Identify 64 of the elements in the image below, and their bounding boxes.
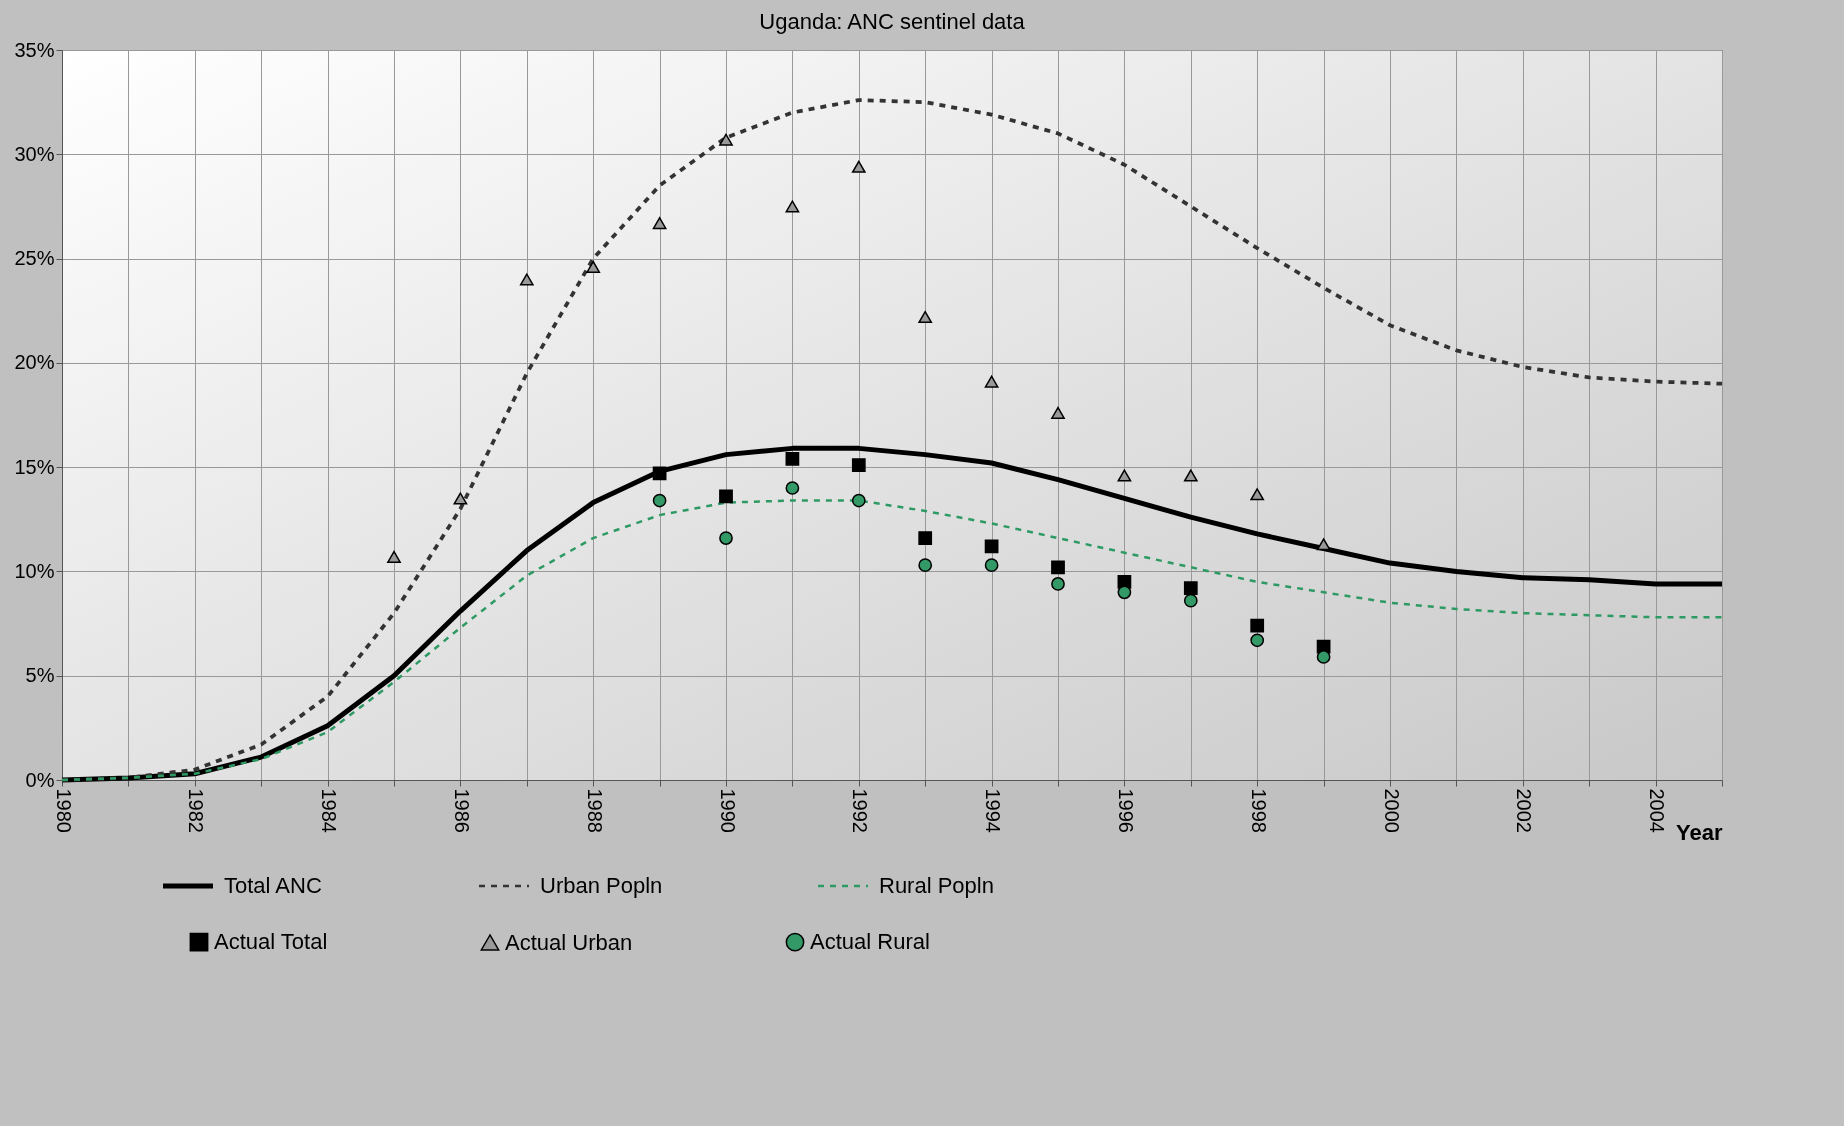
point	[586, 260, 601, 273]
x-tick-label: 1996	[1114, 788, 1137, 833]
point	[1183, 581, 1198, 595]
x-tick-label: 2004	[1646, 788, 1669, 833]
point	[1183, 593, 1198, 608]
point	[652, 217, 667, 230]
point	[1183, 469, 1198, 482]
point	[785, 481, 800, 495]
point	[984, 375, 999, 388]
point	[1051, 577, 1065, 591]
point	[1051, 560, 1065, 575]
point	[785, 200, 800, 213]
x-tick-label: 1998	[1247, 788, 1270, 833]
point	[719, 531, 733, 545]
point	[918, 558, 933, 573]
x-tick-label: 2000	[1380, 788, 1403, 833]
legend-label: Actual Urban	[505, 929, 633, 955]
x-tick-label: 1994	[982, 788, 1005, 833]
x-tick-label: 1990	[716, 788, 739, 833]
y-tick-label: 15%	[14, 455, 55, 478]
chart-title: Uganda: ANC sentinel data	[759, 9, 1026, 34]
y-tick-label: 20%	[14, 351, 55, 374]
point	[1316, 538, 1331, 551]
x-tick-label: 1982	[185, 788, 208, 833]
x-tick-label: 1984	[318, 788, 341, 833]
point	[1117, 469, 1132, 482]
point	[1250, 488, 1265, 501]
point	[1250, 618, 1265, 633]
y-tick-label: 0%	[25, 768, 55, 791]
x-tick-label: 1988	[583, 788, 606, 833]
point	[918, 310, 933, 324]
point	[387, 550, 401, 563]
y-tick-label: 25%	[14, 247, 55, 270]
point	[719, 489, 733, 504]
legend-label: Actual Rural	[810, 929, 930, 955]
y-tick-label: 35%	[14, 38, 55, 61]
x-tick-label: 1986	[450, 788, 473, 833]
point	[851, 160, 866, 173]
legend-label: Rural Popln	[879, 873, 994, 898]
point	[519, 273, 534, 286]
point	[652, 466, 667, 481]
point	[453, 492, 468, 505]
legend-label: Urban Popln	[540, 873, 663, 898]
point	[984, 539, 999, 554]
point	[851, 493, 866, 508]
point	[1316, 650, 1331, 664]
point	[984, 558, 999, 573]
point	[918, 531, 933, 545]
x-axis-title: Year	[1676, 819, 1723, 845]
y-tick-label: 30%	[14, 142, 55, 165]
y-tick-label: 5%	[25, 664, 55, 687]
point	[851, 458, 866, 472]
point	[1051, 406, 1065, 419]
point	[652, 493, 667, 508]
x-tick-label: 1992	[849, 788, 872, 833]
y-tick-label: 10%	[14, 559, 55, 582]
legend-label: Actual Total	[214, 929, 328, 955]
legend-label: Total ANC	[224, 873, 322, 898]
point	[719, 133, 733, 146]
x-tick-label: 1980	[52, 788, 75, 833]
point	[1250, 633, 1265, 648]
x-tick-label: 2002	[1513, 788, 1536, 833]
point	[1117, 585, 1132, 600]
point	[785, 451, 800, 466]
